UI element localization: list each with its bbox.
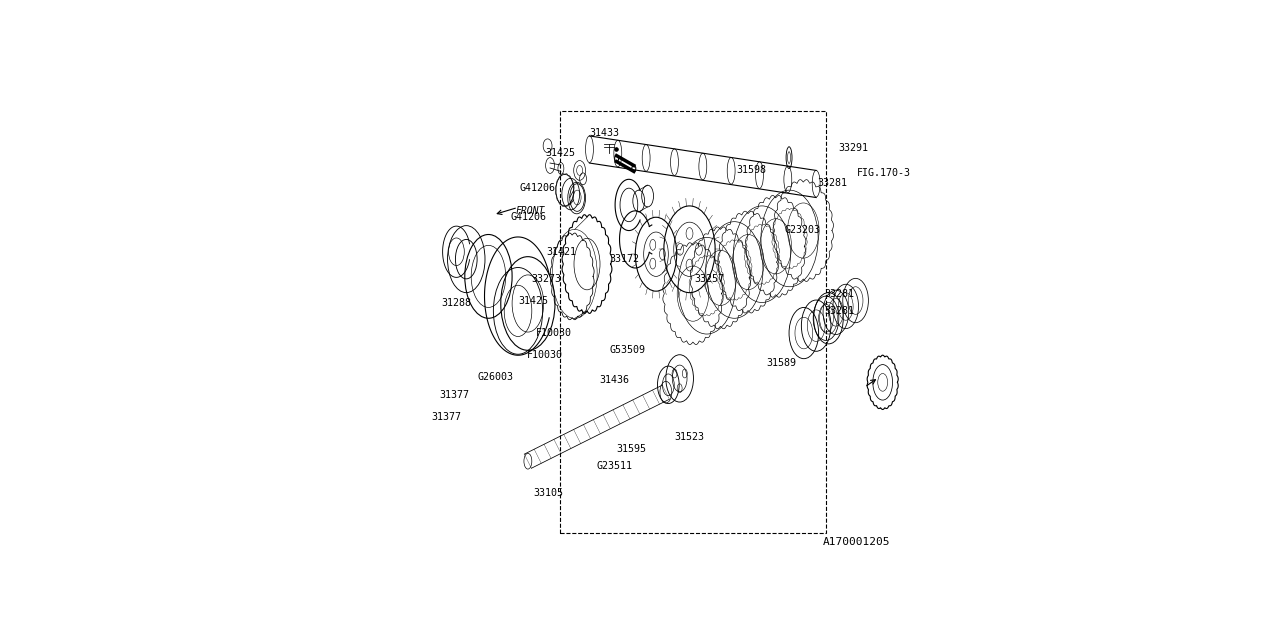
Text: G53509: G53509	[609, 346, 645, 355]
Text: 31433: 31433	[589, 129, 620, 138]
Text: 33105: 33105	[534, 488, 563, 498]
Text: FIG.170-3: FIG.170-3	[856, 168, 910, 178]
Text: 31425: 31425	[518, 296, 549, 306]
Text: 31377: 31377	[431, 412, 462, 422]
Text: F10030: F10030	[527, 350, 563, 360]
Text: 31595: 31595	[617, 444, 646, 454]
Text: 33257: 33257	[694, 274, 724, 284]
Text: 33291: 33291	[838, 143, 868, 153]
Text: 31421: 31421	[547, 247, 576, 257]
Text: G26003: G26003	[477, 372, 513, 383]
Text: G41206: G41206	[520, 182, 556, 193]
Text: 33273: 33273	[531, 274, 562, 284]
Bar	[559, 111, 826, 532]
Text: 31377: 31377	[439, 390, 468, 399]
Text: 33281: 33281	[824, 289, 854, 299]
Text: 31425: 31425	[545, 148, 575, 158]
Text: 33281: 33281	[818, 178, 847, 188]
Text: FRONT: FRONT	[516, 206, 545, 216]
Text: 31598: 31598	[736, 165, 767, 175]
Text: 33281: 33281	[824, 306, 854, 316]
Text: 31288: 31288	[442, 298, 471, 308]
Text: G23203: G23203	[785, 225, 820, 235]
Text: 31436: 31436	[599, 375, 628, 385]
Text: 31589: 31589	[767, 358, 796, 367]
Text: 33172: 33172	[609, 254, 639, 264]
Text: G23511: G23511	[596, 461, 632, 471]
Text: 31523: 31523	[675, 431, 704, 442]
Text: F10030: F10030	[535, 328, 571, 338]
Text: A170001205: A170001205	[823, 538, 890, 547]
Text: G41206: G41206	[511, 212, 547, 222]
